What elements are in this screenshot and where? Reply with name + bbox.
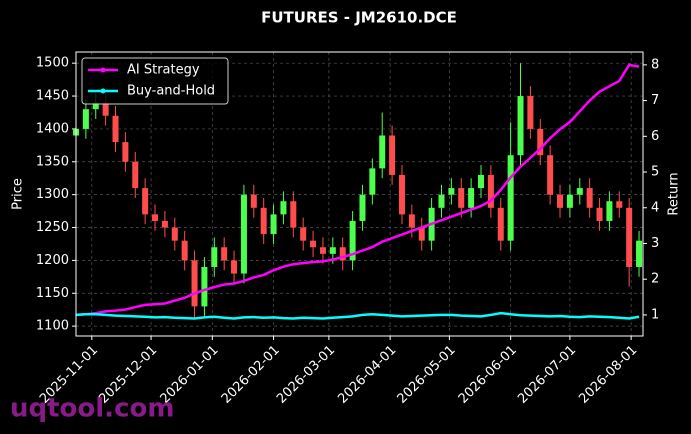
legend: AI Strategy Buy-and-Hold <box>81 57 229 105</box>
candle-body <box>369 168 376 195</box>
candle-body <box>231 260 238 274</box>
candle-body <box>468 188 475 208</box>
candle-body <box>152 214 159 221</box>
candle-body <box>349 220 356 261</box>
y2-tick-label: 8 <box>651 57 659 72</box>
y-tick-label: 1250 <box>36 220 69 235</box>
legend-label: AI Strategy <box>127 63 200 78</box>
candle-body <box>398 174 405 215</box>
candle-body <box>240 194 247 274</box>
candle-body <box>339 247 346 261</box>
legend-marker <box>100 88 106 94</box>
y-tick-label: 1450 <box>36 89 69 104</box>
candle-body <box>310 240 317 248</box>
candle-body <box>576 188 583 195</box>
candle-body <box>122 142 129 162</box>
candle-body <box>596 207 603 221</box>
candle-body <box>448 188 455 195</box>
y-axis-label: Price <box>11 178 26 210</box>
candle-body <box>142 188 149 215</box>
candle-body <box>566 194 573 208</box>
y2-tick-label: 7 <box>651 93 659 108</box>
y-tick-label: 1150 <box>36 286 69 301</box>
y2-tick-label: 1 <box>651 307 659 322</box>
y-tick-label: 1350 <box>36 154 69 169</box>
candle-body <box>132 161 139 189</box>
candle-body <box>547 155 554 195</box>
candle-body <box>112 115 119 143</box>
candle-body <box>626 207 633 267</box>
y-tick-label: 1100 <box>36 319 69 334</box>
candle-body <box>290 201 297 228</box>
candle-body <box>319 247 326 254</box>
candle-body <box>537 128 544 156</box>
candle-body <box>507 155 514 241</box>
candle-body <box>280 201 287 215</box>
y2-tick-label: 3 <box>651 236 659 251</box>
candle-body <box>527 96 534 129</box>
candle-body <box>606 201 613 221</box>
candle-body <box>82 109 89 129</box>
candle-body <box>260 207 267 235</box>
candle-body <box>221 247 228 261</box>
candle-body <box>329 247 336 254</box>
candle-body <box>181 240 188 261</box>
candle-body <box>586 188 593 208</box>
y2-tick-label: 5 <box>651 165 659 180</box>
plot-frame <box>75 51 644 337</box>
y-tick-label: 1300 <box>36 187 69 202</box>
candle-body <box>497 207 504 241</box>
candle-body <box>487 174 494 208</box>
candle-body <box>359 194 366 221</box>
y2-axis-label: Return <box>667 172 682 215</box>
watermark: uqtool.com <box>10 394 174 424</box>
line-series <box>75 63 640 317</box>
candle-body <box>418 227 425 241</box>
y-tick-label: 1400 <box>36 121 69 136</box>
legend-box <box>81 57 229 105</box>
y-tick-label: 1200 <box>36 253 69 268</box>
candle-body <box>171 227 178 241</box>
chart-title: FUTURES - JM2610.DCE <box>261 9 457 27</box>
legend-marker <box>100 67 106 73</box>
candle-body <box>636 240 643 267</box>
candle-body <box>92 102 99 110</box>
candle-body <box>270 214 277 235</box>
candle-body <box>379 135 386 169</box>
y2-tick-label: 2 <box>651 272 659 287</box>
candle-body <box>389 135 396 175</box>
candle-body <box>438 194 445 208</box>
candle-body <box>458 188 465 208</box>
candle-body <box>250 194 257 208</box>
candle-body <box>408 214 415 228</box>
candle-body <box>102 102 109 116</box>
candle-body <box>300 227 307 241</box>
candle-body <box>616 201 623 208</box>
candle-body <box>211 247 218 267</box>
candle-body <box>201 266 208 307</box>
candle-body <box>557 194 564 208</box>
line-series <box>75 311 640 320</box>
legend-label: Buy-and-Hold <box>127 84 215 99</box>
candle-body <box>517 96 524 156</box>
candle-body <box>191 260 198 307</box>
y2-tick-label: 6 <box>651 129 659 144</box>
y-tick-label: 1500 <box>36 56 69 71</box>
y2-tick-label: 4 <box>651 200 659 215</box>
candle-body <box>478 174 484 189</box>
candle-body <box>161 220 168 228</box>
